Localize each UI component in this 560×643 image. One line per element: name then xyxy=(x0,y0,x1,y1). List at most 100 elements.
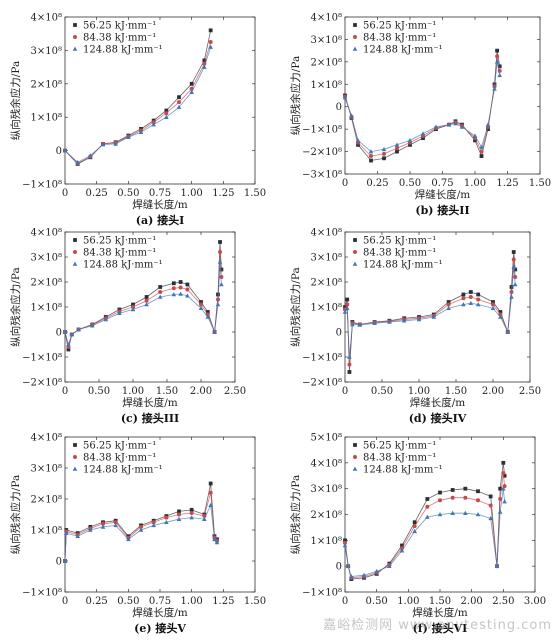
data-point xyxy=(513,267,518,272)
data-point xyxy=(66,347,71,352)
data-point xyxy=(189,89,194,94)
data-point xyxy=(100,524,106,529)
data-point xyxy=(139,524,143,529)
data-point xyxy=(387,563,392,568)
legend-marker xyxy=(73,238,77,242)
data-point xyxy=(495,48,499,53)
legend-marker xyxy=(353,455,357,459)
data-point xyxy=(412,528,417,534)
data-point xyxy=(178,291,183,296)
data-point xyxy=(214,540,220,545)
data-point xyxy=(88,527,93,532)
legend-marker xyxy=(353,35,357,39)
data-point xyxy=(488,503,493,508)
legend-label-1: 56.25 kJ·mm⁻¹ xyxy=(363,441,436,452)
data-point xyxy=(218,240,222,244)
data-point xyxy=(130,307,136,312)
data-point xyxy=(491,300,495,304)
x-tick-label: 3.00 xyxy=(524,596,546,607)
data-point xyxy=(479,149,484,154)
y-tick-label: 2×10⁸ xyxy=(311,510,342,521)
legend-label-1: 56.25 kJ·mm⁻¹ xyxy=(363,21,436,32)
data-point xyxy=(177,100,181,105)
data-point xyxy=(498,314,503,319)
data-point xyxy=(433,124,439,129)
x-tick-label: 1.25 xyxy=(496,178,518,189)
data-point xyxy=(199,302,203,307)
data-point xyxy=(372,320,377,326)
x-tick-label: 1.50 xyxy=(429,596,451,607)
y-tick-label: 1×10⁸ xyxy=(311,303,342,314)
data-point xyxy=(350,322,355,327)
y-tick-label: 4×10⁸ xyxy=(31,228,62,239)
data-point xyxy=(355,137,361,143)
data-point xyxy=(438,498,442,503)
y-tick-label: 1×10⁸ xyxy=(31,303,62,314)
data-point xyxy=(100,142,106,147)
data-point xyxy=(472,133,478,138)
y-tick-label: −1×10⁸ xyxy=(22,588,62,599)
data-point xyxy=(476,292,481,297)
x-tick-label: 1.00 xyxy=(408,386,430,397)
x-tick-label: 0 xyxy=(342,596,348,607)
data-point xyxy=(66,342,71,347)
y-tick-label: 4×10⁸ xyxy=(311,13,342,24)
data-point xyxy=(126,536,131,542)
series-line-3 xyxy=(64,46,212,163)
chart-panel-4: −2×10⁸ −1×10⁸ 0 1×10⁸ 2×10⁸ 3×10⁸ 4×10⁸ 0 0.50 1.… xyxy=(289,228,541,426)
data-point xyxy=(479,154,484,158)
x-tick-label: 0.50 xyxy=(88,386,110,397)
data-point xyxy=(497,64,502,69)
data-point xyxy=(144,298,149,303)
data-point xyxy=(382,151,386,156)
legend-label-2: 84.38 kJ·mm⁻¹ xyxy=(83,248,156,259)
data-point xyxy=(69,332,75,337)
series-line-1 xyxy=(64,483,218,562)
x-tick-label: 1.00 xyxy=(181,596,203,607)
x-tick-label: 0.50 xyxy=(399,178,421,189)
chart-panel-2: −3×10⁸ −2×10⁸ −1×10⁸ 0 1×10⁸ 2×10⁸ 3×10⁸ 4×10⁸ 0… xyxy=(289,13,551,218)
y-tick-label: 3×10⁸ xyxy=(311,484,342,495)
x-tick-label: 1.50 xyxy=(156,386,178,397)
legend-marker xyxy=(72,261,78,266)
x-tick-label: 0.75 xyxy=(431,178,453,189)
x-tick-label: 2.50 xyxy=(519,386,541,397)
panel-caption: (d) 接头IV xyxy=(409,411,467,425)
data-point xyxy=(208,490,213,495)
data-point xyxy=(408,142,412,147)
data-point xyxy=(177,509,181,514)
y-tick-label: −1×10⁸ xyxy=(302,353,342,364)
y-tick-label: 2×10⁸ xyxy=(31,79,62,90)
x-tick-label: 1.50 xyxy=(445,386,467,397)
x-tick-label: 1.00 xyxy=(464,178,486,189)
data-point xyxy=(208,481,213,486)
legend-label-3: 124.88 kJ·mm⁻¹ xyxy=(363,465,443,476)
data-point xyxy=(345,563,351,568)
data-point xyxy=(177,512,181,517)
legend-marker xyxy=(73,443,77,447)
data-point xyxy=(479,144,484,149)
x-tick-label: 1.25 xyxy=(212,188,234,199)
data-point xyxy=(498,497,503,501)
legend-marker xyxy=(353,23,357,27)
legend-label-3: 124.88 kJ·mm⁻¹ xyxy=(83,260,163,271)
data-point xyxy=(512,282,518,287)
panel-caption: (c) 接头III xyxy=(121,411,179,425)
data-point xyxy=(75,159,80,165)
data-point xyxy=(468,295,473,299)
legend-marker xyxy=(352,466,358,471)
x-axis-label: 焊缝长度/m xyxy=(122,396,178,409)
data-point xyxy=(438,490,442,495)
data-point xyxy=(450,510,455,516)
y-tick-label: −1×10⁸ xyxy=(22,353,62,364)
y-tick-label: −2×10⁸ xyxy=(302,378,342,389)
legend-marker xyxy=(73,35,77,39)
data-point xyxy=(475,302,481,307)
legend-label-2: 84.38 kJ·mm⁻¹ xyxy=(83,33,156,44)
x-axis-label: 焊缝长度/m xyxy=(132,198,188,211)
x-tick-label: 1.50 xyxy=(529,178,551,189)
data-point xyxy=(511,257,516,262)
legend-marker xyxy=(72,466,78,471)
x-tick-label: 0.50 xyxy=(371,386,393,397)
